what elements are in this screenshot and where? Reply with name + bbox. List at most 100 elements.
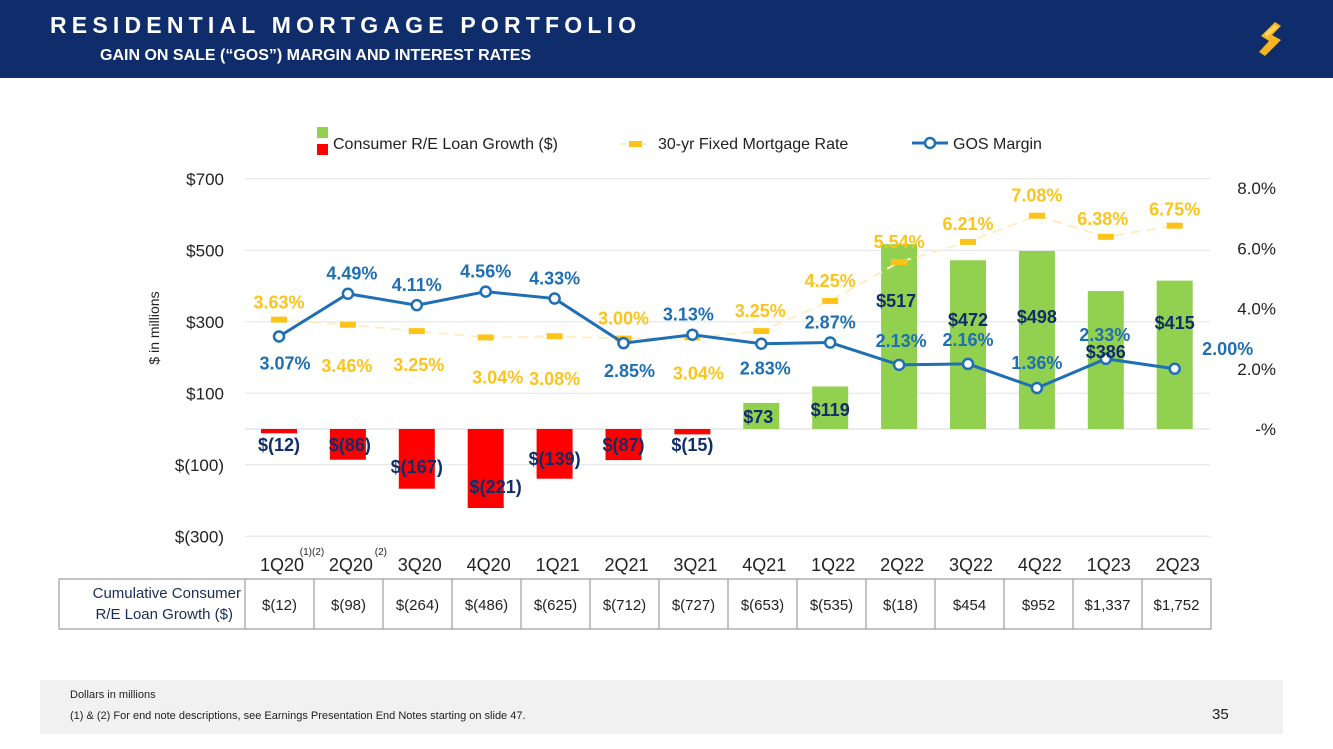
mortgage-rate-marker [753,328,770,335]
y-axis-label: $ in millions [146,291,162,364]
bar-value-label: $(15) [671,435,713,455]
x-axis-tick: 1Q20 [260,555,304,575]
left-axis-tick: $100 [186,384,224,403]
gos-margin-label: 2.87% [805,313,856,333]
gos-margin-label: 4.49% [326,264,377,284]
footnote-endnotes: (1) & (2) For end note descriptions, see… [70,710,526,722]
table-cell: $(18) [883,597,918,614]
left-axis-tick: $(300) [175,527,224,546]
table-row-label: Cumulative Consumer [93,585,241,602]
table-cell: $(625) [534,597,577,614]
x-axis-tick: 3Q21 [673,555,717,575]
chart-area: $700 $500 $300 $100 $(100) $(300) 8.0% 6.0% 4.0%… [58,127,1276,630]
bar-4Q22 [1018,250,1055,429]
gos-margin-label: 1.36% [1011,353,1062,373]
x-axis-tick: 3Q22 [949,555,993,575]
bar-3Q20 [398,429,435,489]
mortgage-rate-marker [891,259,908,266]
left-axis-tick: $700 [186,170,224,189]
bar-value-label: $517 [876,291,916,311]
table-row-label: R/E Loan Growth ($) [95,606,233,623]
legend-gos-marker [923,136,937,150]
gos-margin-label: 4.33% [529,269,580,289]
bar-2Q20 [329,429,366,460]
gos-margin-marker [617,336,630,350]
gos-margin-line [278,290,1175,390]
mortgage-rate-marker [477,334,494,341]
mortgage-rate-marker [822,297,839,304]
bar-value-label: $73 [743,407,773,427]
mortgage-rate-marker [1166,222,1183,229]
gos-margin-marker [1099,352,1113,366]
right-axis-tick: -% [1255,420,1276,439]
x-axis-tick: 2Q22 [880,555,924,575]
table-cell: $(653) [741,597,784,614]
left-axis-tick: $500 [186,241,224,260]
bar-value-label: $498 [1017,307,1057,327]
right-axis-tick: 4.0% [1237,300,1276,319]
bar-value-label: $(86) [329,435,371,455]
bar-3Q21 [674,429,711,435]
x-axis-tick: 2Q23 [1156,555,1200,575]
x-axis-tick: 4Q22 [1018,555,1062,575]
table-cell: $1,337 [1085,597,1131,614]
cumulative-table [58,578,1212,630]
gos-margin-label: 2.00% [1202,339,1253,359]
x-axis-tick: 1Q21 [536,555,580,575]
mortgage-rate-marker [271,316,287,323]
mortgage-rate-label: 6.21% [942,214,993,234]
left-axis-tick: $300 [186,313,224,332]
bar-3Q22 [950,260,986,429]
x-axis-tick: 2Q21 [604,555,648,575]
mortgage-rate-label: 3.63% [253,293,304,313]
gos-margin-marker [892,358,906,372]
bar-4Q20 [467,429,504,509]
page-title: RESIDENTIAL MORTGAGE PORTFOLIO [50,12,642,38]
legend-rate-marker [629,141,642,147]
gos-margin-marker [272,330,286,343]
gos-margin-marker [686,328,699,341]
gos-margin-marker [479,285,492,298]
footnote-dollars: Dollars in millions [70,689,156,701]
bar-value-label: $(12) [258,435,300,455]
bar-value-label: $415 [1155,313,1195,333]
table-cell: $(12) [262,597,297,614]
table-cell: $952 [1022,597,1055,614]
x-axis-tick: 4Q20 [467,555,511,575]
bank-logo-icon [1259,22,1281,56]
bar-1Q21 [536,429,573,479]
mortgage-rate-line [278,214,1175,340]
legend-swatch-positive [317,127,328,138]
page-subtitle: GAIN ON SALE (“GOS”) MARGIN AND INTEREST… [100,47,532,64]
mortgage-rate-label: 6.75% [1149,200,1200,220]
table-cell: $(98) [331,597,366,614]
x-axis-endnote: (2) [375,547,387,558]
gos-margin-label: 2.33% [1079,325,1130,345]
gos-margin-label: 3.07% [259,354,310,374]
table-cell: $(535) [810,597,853,614]
mortgage-rate-label: 3.04% [673,363,724,383]
gos-margin-marker [1168,362,1181,375]
header-banner: RESIDENTIAL MORTGAGE PORTFOLIO GAIN ON S… [0,0,1333,78]
gos-margin-label: 4.11% [392,275,442,295]
x-axis-tick: 3Q20 [398,555,442,575]
gos-margin-label: 2.83% [740,359,791,379]
bar-value-label: $(221) [470,477,522,497]
mortgage-rate-marker [1028,212,1045,219]
gos-margin-marker [410,298,424,312]
mortgage-rate-marker [339,321,356,328]
page-number: 35 [1212,706,1229,723]
left-axis-tick: $(100) [175,456,224,475]
x-axis-tick: 1Q22 [811,555,855,575]
gos-margin-marker [548,292,561,305]
mortgage-rate-label: 3.04% [472,367,523,387]
legend-mortgage-rate: 30-yr Fixed Mortgage Rate [658,136,848,153]
gos-margin-marker [961,357,975,371]
bar-value-label: $472 [948,310,988,330]
bar-1Q22 [812,386,849,429]
right-axis-tick: 8.0% [1237,179,1276,198]
gos-margin-marker [1030,381,1044,395]
bar-4Q21 [743,402,780,429]
bar-value-label: $386 [1086,342,1126,362]
x-axis-tick: 1Q23 [1087,555,1131,575]
